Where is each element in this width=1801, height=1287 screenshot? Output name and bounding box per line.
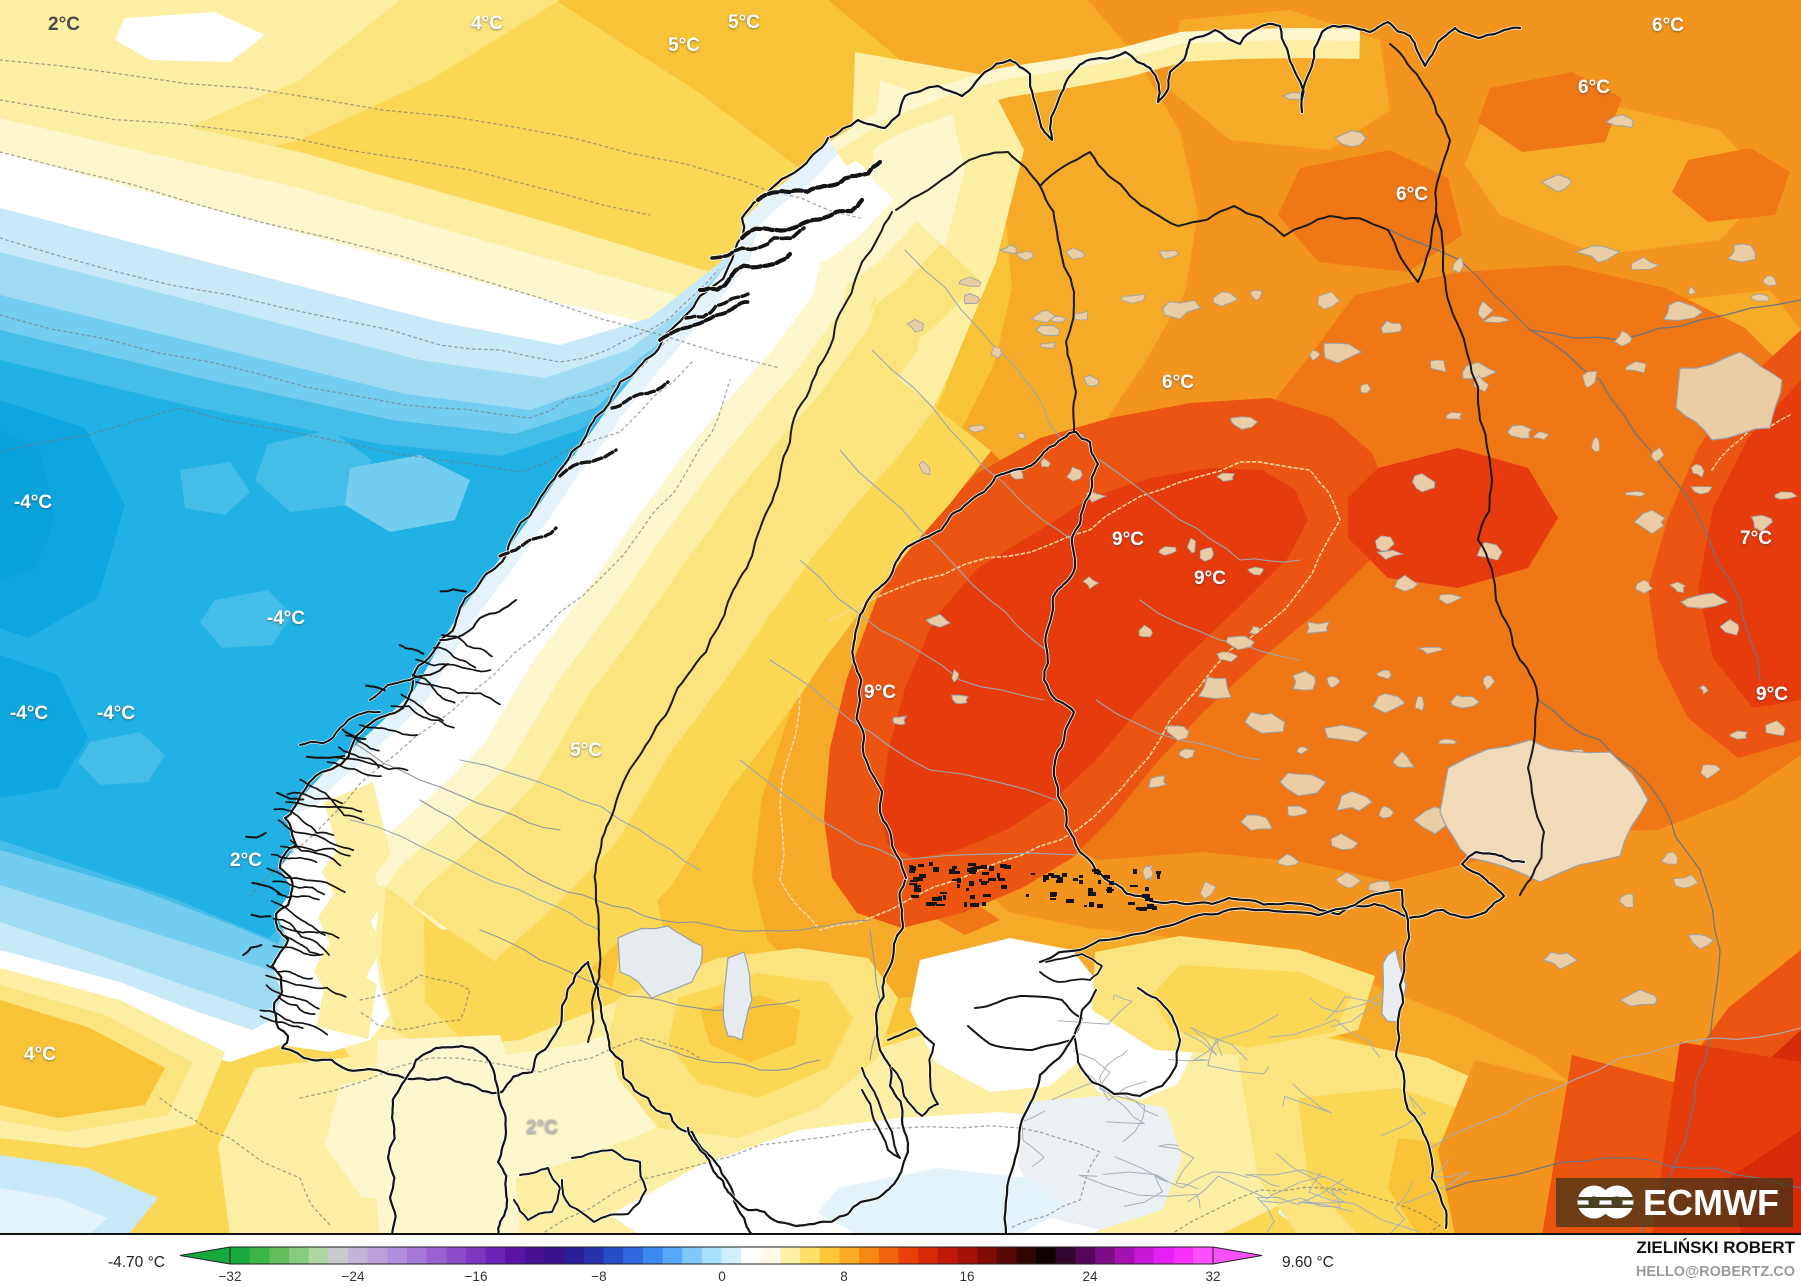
svg-text:−8: −8 [591, 1269, 606, 1284]
svg-text:2°C: 2°C [230, 850, 262, 871]
svg-text:4°C: 4°C [24, 1044, 56, 1065]
svg-text:16: 16 [959, 1269, 974, 1284]
svg-text:6°C: 6°C [1578, 77, 1610, 98]
svg-text:32: 32 [1205, 1269, 1220, 1284]
svg-text:-4°C: -4°C [97, 703, 135, 724]
svg-text:-4°C: -4°C [267, 608, 305, 629]
svg-text:-4°C: -4°C [10, 703, 48, 724]
svg-text:-4.70 °C: -4.70 °C [108, 1254, 165, 1271]
svg-text:5°C: 5°C [728, 12, 760, 33]
svg-text:7°C: 7°C [1740, 528, 1772, 549]
svg-text:−32: −32 [219, 1269, 242, 1284]
svg-text:9°C: 9°C [1112, 529, 1144, 550]
svg-text:ECMWF: ECMWF [1643, 1182, 1779, 1223]
svg-text:9°C: 9°C [1194, 568, 1226, 589]
svg-text:−16: −16 [465, 1269, 488, 1284]
svg-text:4°C: 4°C [471, 13, 503, 34]
svg-text:8: 8 [840, 1269, 848, 1284]
svg-text:5°C: 5°C [668, 35, 700, 56]
svg-text:2°C: 2°C [526, 1117, 558, 1138]
svg-text:9.60 °C: 9.60 °C [1282, 1254, 1334, 1271]
svg-text:2°C: 2°C [48, 14, 80, 35]
svg-text:6°C: 6°C [1162, 372, 1194, 393]
svg-text:6°C: 6°C [1396, 184, 1428, 205]
svg-text:HELLO@ROBERTZ.CO: HELLO@ROBERTZ.CO [1636, 1264, 1795, 1280]
svg-text:6°C: 6°C [1652, 15, 1684, 36]
svg-text:0: 0 [718, 1269, 726, 1284]
svg-text:5°C: 5°C [570, 740, 602, 761]
svg-text:−24: −24 [342, 1269, 365, 1284]
svg-text:ZIELIŃSKI ROBERT: ZIELIŃSKI ROBERT [1636, 1238, 1795, 1257]
svg-text:24: 24 [1082, 1269, 1098, 1284]
svg-text:-4°C: -4°C [14, 492, 52, 513]
svg-text:9°C: 9°C [864, 682, 896, 703]
svg-text:9°C: 9°C [1756, 684, 1788, 705]
